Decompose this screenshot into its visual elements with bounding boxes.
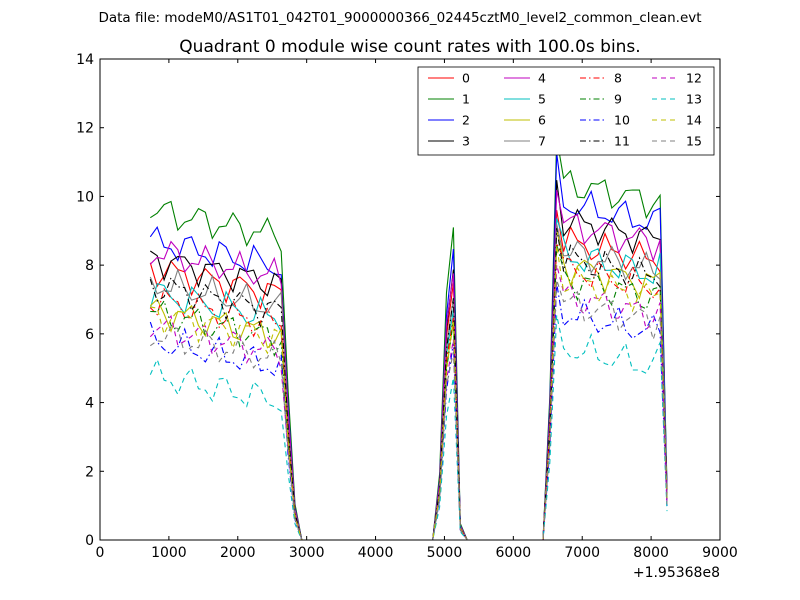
y-tick-label: 14: [76, 52, 94, 68]
legend-label: 5: [538, 92, 546, 107]
x-tick-label: 2000: [220, 545, 256, 561]
legend-label: 10: [614, 113, 630, 128]
axis-ticks: 0 1000 2000 3000 4000 5000 6000 7000 8000 9000 0 2 4…: [76, 52, 738, 561]
x-tick-label: 7000: [564, 545, 600, 561]
legend-label: 3: [462, 134, 470, 149]
y-tick-label: 0: [85, 533, 94, 549]
series-line-1: [149, 137, 668, 541]
legend-box: [417, 66, 715, 156]
series-line-9: [150, 244, 668, 541]
y-tick-label: 2: [85, 464, 94, 480]
legend-label: 9: [614, 92, 622, 107]
y-tick-label: 6: [85, 327, 94, 343]
x-tick-label: 4000: [358, 545, 394, 561]
legend-label: 14: [686, 113, 702, 128]
y-tick-label: 8: [85, 258, 94, 274]
legend-label: 1: [462, 92, 470, 107]
x-tick-label: 6000: [496, 545, 532, 561]
series-line-14: [150, 245, 668, 541]
series-line-12: [149, 264, 668, 541]
legend-label: 6: [538, 113, 546, 128]
legend-label: 2: [462, 113, 470, 128]
series-line-3: [149, 180, 668, 541]
series-line-6: [149, 229, 668, 541]
series-layer: [149, 137, 668, 541]
series-line-8: [149, 243, 668, 541]
series-line-0: [149, 210, 668, 541]
series-line-13: [149, 315, 668, 541]
legend-label: 8: [614, 71, 622, 86]
y-tick-label: 4: [85, 396, 94, 412]
x-tick-label: 5000: [427, 545, 463, 561]
x-tick-label: 9000: [702, 545, 738, 561]
figure-suptitle: Data file: modeM0/AS1T01_042T01_90000003…: [98, 10, 702, 26]
series-line-2: [149, 153, 668, 541]
x-tick-label: 8000: [633, 545, 669, 561]
legend-label: 15: [686, 134, 702, 149]
legend-label: 4: [538, 71, 546, 86]
legend-label: 13: [686, 92, 702, 107]
x-tick-label: 3000: [289, 545, 325, 561]
legend-label: 12: [686, 71, 702, 86]
x-tick-label: 0: [96, 545, 105, 561]
legend-label: 11: [614, 134, 630, 149]
series-line-4: [149, 189, 668, 541]
y-tick-label: 10: [76, 189, 94, 205]
legend-label: 7: [538, 134, 546, 149]
series-line-10: [149, 283, 668, 541]
plot-frame: [99, 58, 721, 541]
x-tick-label: 1000: [151, 545, 187, 561]
legend-label: 0: [462, 71, 470, 86]
x-offset-label: +1.95368e8: [633, 565, 720, 581]
chart-title: Quadrant 0 module wise count rates with …: [179, 37, 641, 57]
y-tick-label: 12: [76, 121, 94, 137]
